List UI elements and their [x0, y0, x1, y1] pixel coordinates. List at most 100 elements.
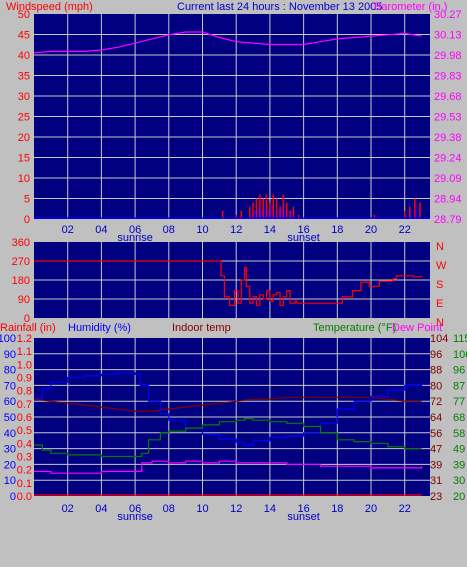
indoor-temp-tick: 96: [430, 349, 442, 361]
barometer-tick: 30.13: [434, 30, 462, 42]
barometer-tick: 29.83: [434, 71, 462, 83]
compass-label: S: [436, 279, 443, 291]
dew-point-line: [34, 460, 423, 474]
barometer-tick: 29.24: [434, 153, 462, 165]
temperature-line: [34, 418, 422, 458]
barometer-tick: 29.98: [434, 50, 462, 62]
sunset-label: sunset: [287, 511, 319, 523]
humidity-tick: 20: [4, 459, 16, 471]
hour-tick-label: 12: [230, 503, 242, 515]
hour-tick-label: 20: [365, 224, 377, 236]
temperature-tick: 77: [453, 396, 465, 408]
hour-tick-label: 02: [62, 224, 74, 236]
hour-tick-label: 22: [399, 224, 411, 236]
humidity-tick: 50: [4, 412, 16, 424]
indoor-temp-tick: 72: [430, 396, 442, 408]
indoor-temp-tick: 104: [430, 333, 448, 345]
compass-label: W: [436, 260, 447, 272]
indoor-temp-tick: 80: [430, 380, 442, 392]
barometer-tick: 29.53: [434, 112, 462, 124]
humidity-line: [34, 372, 423, 446]
sunset-label: sunset: [287, 232, 319, 244]
windspeed-tick: 20: [18, 132, 30, 144]
wind-grid: [34, 14, 430, 219]
compass-label: E: [436, 298, 443, 310]
humidity-tick: 70: [4, 380, 16, 392]
hour-tick-label: 08: [163, 503, 175, 515]
hour-tick-label: 14: [264, 224, 276, 236]
temperature-tick: 106: [453, 349, 467, 361]
wind-hour-labels: 02 04 06 08 10 12 14 16 18 20 22 sunrise sunset: [62, 224, 411, 244]
hour-tick-label: 04: [95, 224, 107, 236]
humidity-tick: 30: [4, 444, 16, 456]
humidity-axis-label: Humidity (%): [68, 322, 131, 334]
indoor-temp-line: [33, 396, 422, 412]
rainfall-tick: 0.0: [17, 491, 32, 503]
sunrise-label: sunrise: [117, 511, 152, 523]
climate-series: [33, 372, 423, 496]
wind-direction-series: [34, 260, 423, 306]
temperature-axis-label: Temperature (°F): [313, 322, 396, 334]
hour-tick-label: 04: [95, 503, 107, 515]
barometer-line: [33, 31, 422, 54]
indoor-temp-tick: 47: [430, 444, 442, 456]
barometer-tick: 28.79: [434, 214, 462, 226]
windspeed-tick: 10: [18, 173, 30, 185]
temperature-tick: 115: [453, 333, 467, 345]
indoor-temp-tick: 23: [430, 491, 442, 503]
rainfall-tick: 1.0: [17, 359, 32, 371]
hour-tick-label: 18: [331, 503, 343, 515]
rainfall-axis-label: Rainfall (in): [0, 322, 56, 334]
rainfall-tick: 0.3: [17, 452, 32, 464]
windspeed-tick: 40: [18, 50, 30, 62]
compass-label: N: [436, 241, 444, 253]
wind-direction-line: [34, 260, 423, 306]
hour-tick-label: 02: [62, 503, 74, 515]
wind-direction-tick: 180: [12, 275, 30, 287]
humidity-tick: 80: [4, 365, 16, 377]
temperature-tick: 58: [453, 428, 465, 440]
barometer-tick-labels: 28.79 28.94 29.09 29.24 29.38 29.53 29.68 29.83…: [434, 9, 462, 226]
rainfall-tick: 0.5: [17, 425, 32, 437]
wind-direction-tick: 90: [18, 294, 30, 306]
hour-tick-label: 14: [264, 503, 276, 515]
rainfall-tick: 0.1: [17, 478, 32, 490]
humidity-tick: 90: [4, 349, 16, 361]
wind-direction-tick-labels: 0 90 180 270 360: [12, 237, 30, 325]
indoor-temp-tick: 31: [430, 475, 442, 487]
indoor-temp-tick: 88: [430, 365, 442, 377]
wind-series: [33, 31, 430, 219]
barometer-tick: 29.38: [434, 132, 462, 144]
wind-direction-tick: 360: [12, 237, 30, 249]
hour-tick-label: 06: [129, 224, 141, 236]
hour-tick-label: 22: [399, 503, 411, 515]
windspeed-tick: 25: [18, 112, 30, 124]
windspeed-tick: 15: [18, 153, 30, 165]
windspeed-tick: 30: [18, 91, 30, 103]
hour-tick-label: 12: [230, 224, 242, 236]
climate-hour-labels: 02 04 06 08 10 12 14 16 18 20 22 sunrise sunset: [62, 503, 411, 523]
hour-tick-label: 16: [297, 503, 309, 515]
climate-tick-labels: 0.00.10.20.3 0.40.50.60.70.80.9 1.01.11.2 0…: [0, 333, 467, 503]
wind-direction-tick: 0: [24, 313, 30, 325]
windspeed-tick: 5: [24, 194, 30, 206]
temperature-tick: 49: [453, 444, 465, 456]
rainfall-tick: 0.2: [17, 465, 32, 477]
wind-direction-tick: 270: [12, 256, 30, 268]
windspeed-tick-labels: 0 5 10 15 20 25 30 35 40 45 50: [18, 9, 30, 226]
temperature-tick: 68: [453, 412, 465, 424]
hour-tick-label: 10: [196, 224, 208, 236]
barometer-axis-label: Barometer (in.): [374, 1, 447, 13]
hour-tick-label: 16: [297, 224, 309, 236]
temperature-tick: 87: [453, 380, 465, 392]
hour-tick-label: 18: [331, 224, 343, 236]
chart-title: Current last 24 hours : November 13 2005: [177, 1, 382, 13]
indoor-temp-tick: 39: [430, 459, 442, 471]
temperature-tick: 30: [453, 475, 465, 487]
indoor-temp-tick: 56: [430, 428, 442, 440]
dew-point-axis-label: Dew Point: [392, 322, 442, 334]
temperature-tick: 20: [453, 491, 465, 503]
